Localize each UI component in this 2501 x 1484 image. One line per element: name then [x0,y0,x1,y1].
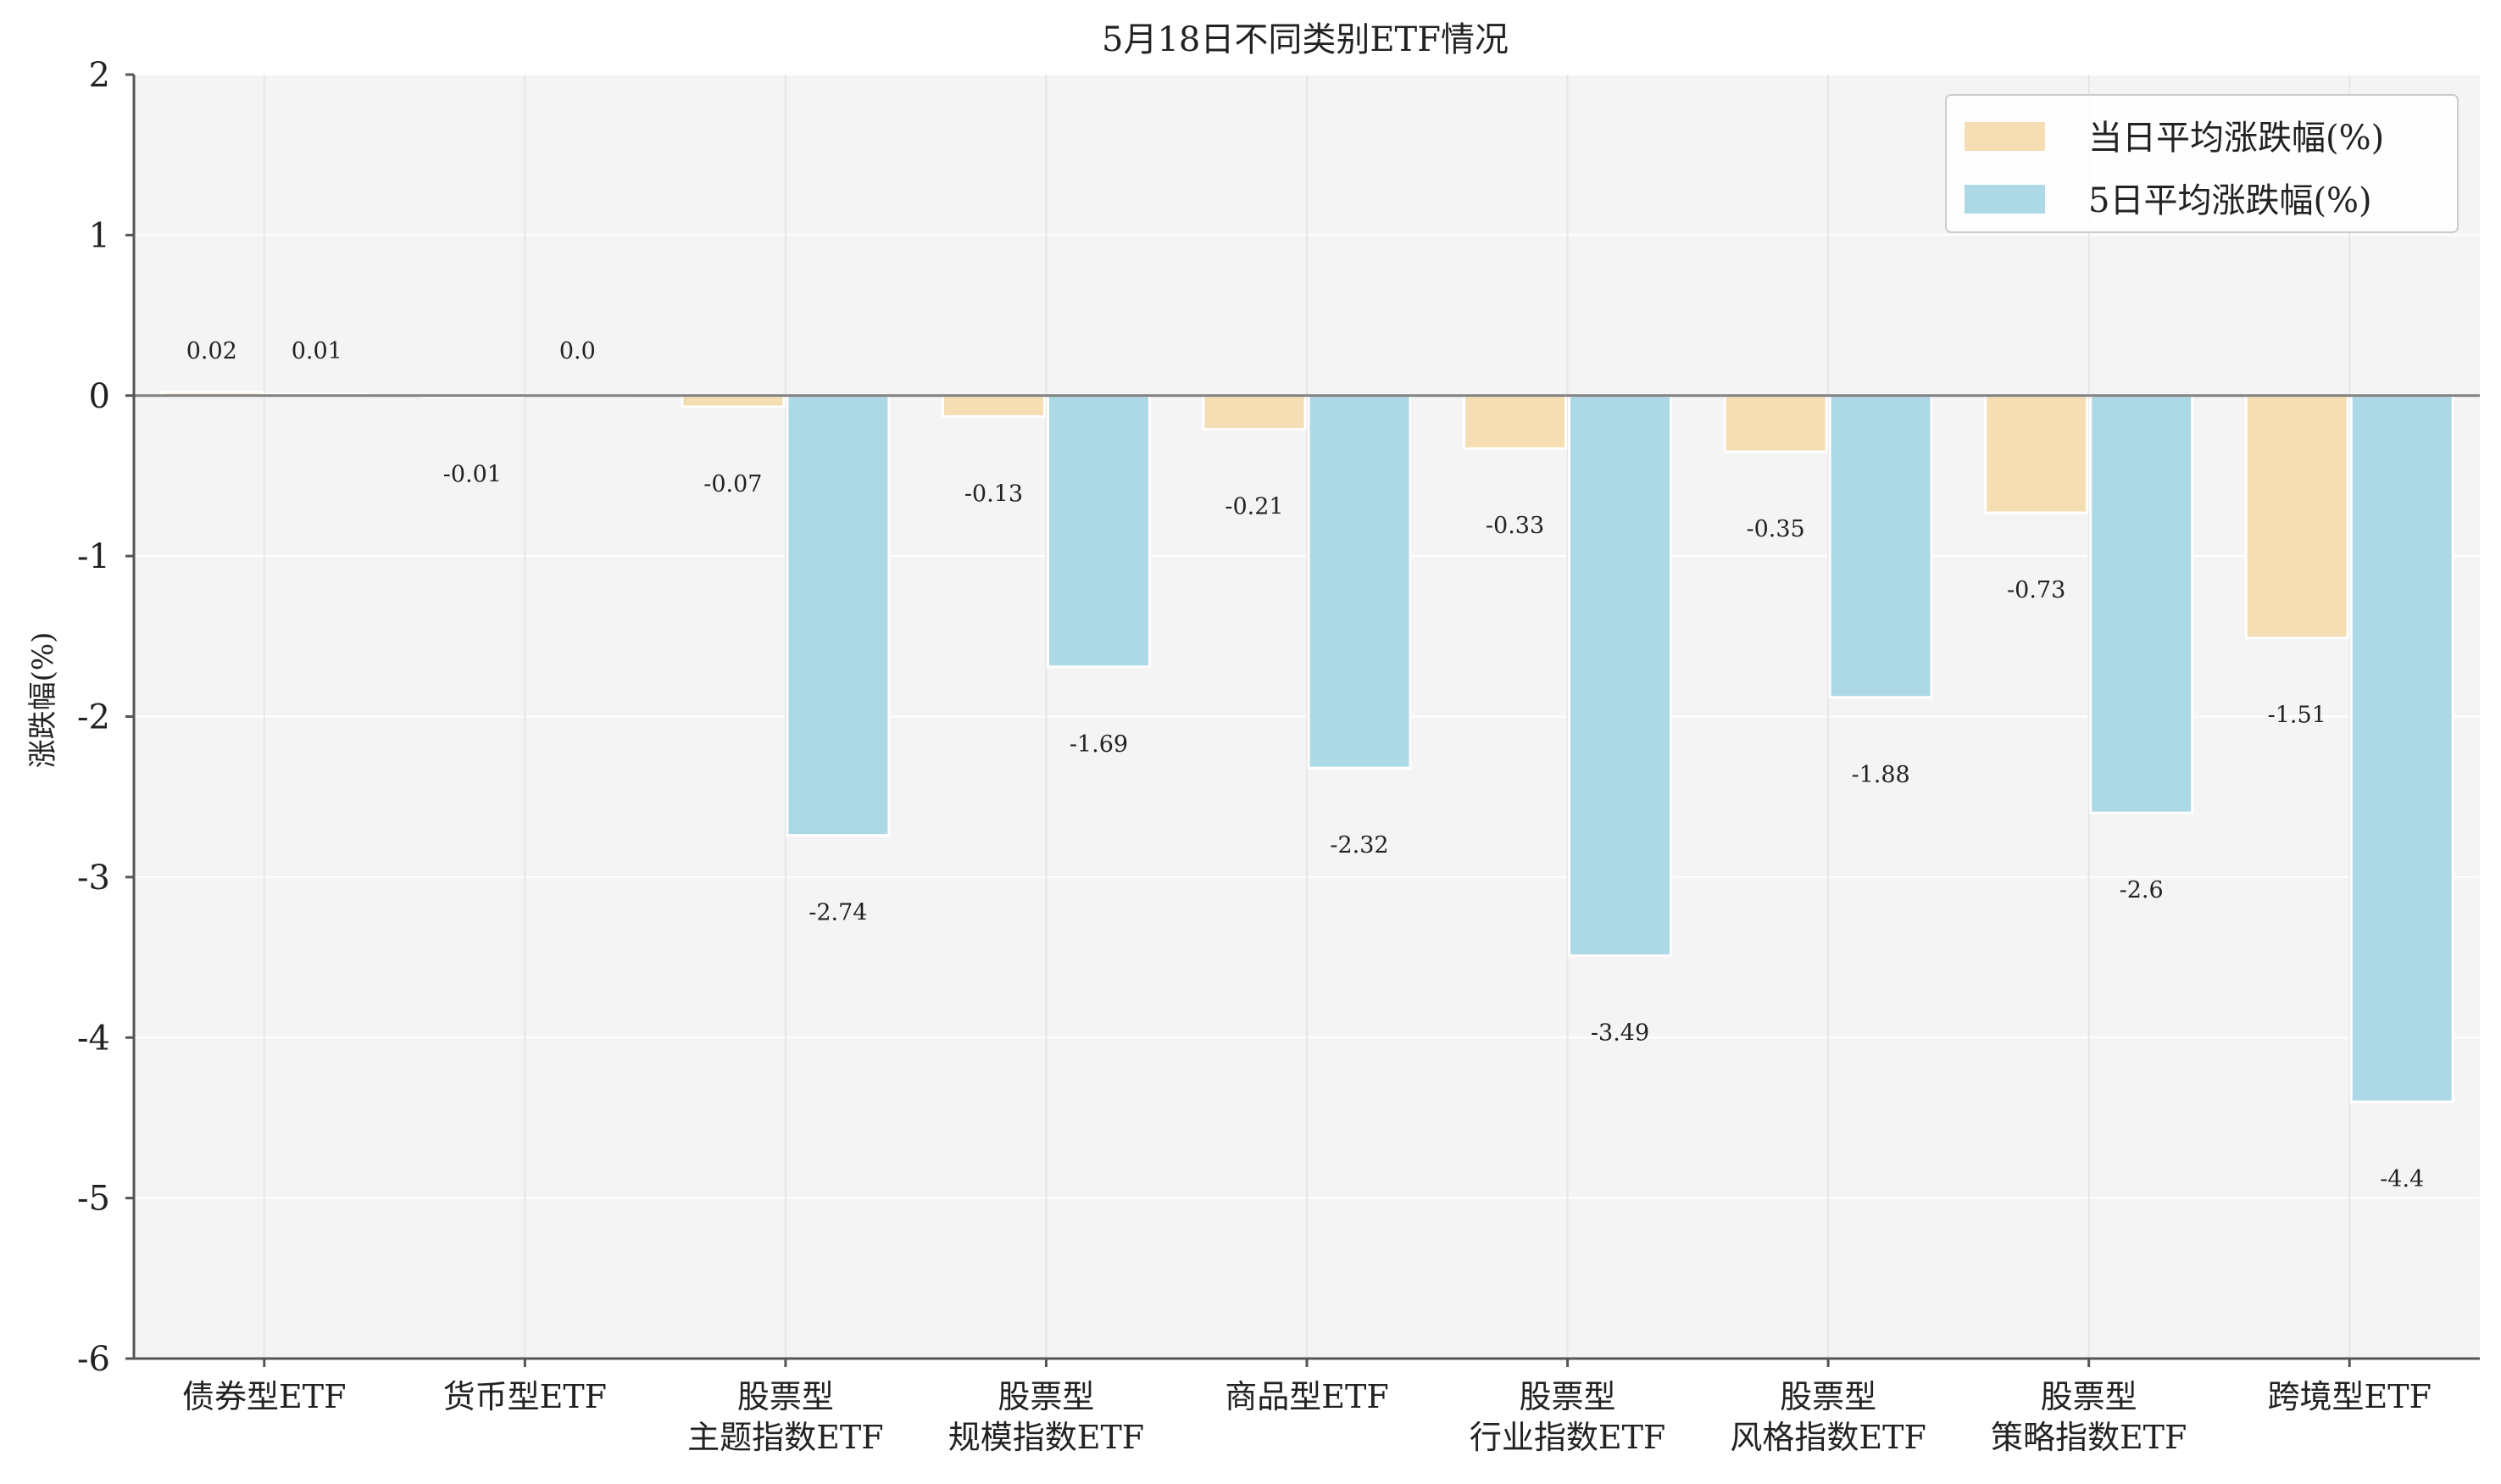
y-tick-label: 0 [89,377,110,416]
bar-series2-8 [2091,396,2193,813]
bar-series1-5 [1203,396,1305,430]
data-label-series2-8: -2.6 [2120,877,2164,903]
data-label-series2-4: -1.69 [1070,731,1128,758]
bar-series1-9 [2246,396,2348,638]
legend-label-1: 当日平均涨跌幅(%) [2088,119,2384,158]
data-label-series1-1: 0.02 [186,338,237,364]
y-tick-label: -5 [77,1180,110,1219]
data-label-series2-3: -2.74 [809,900,867,926]
data-label-series2-2: 0.0 [559,338,596,364]
y-tick-labels: -6 -5 -4 -3 -2 -1 0 1 2 [77,56,134,1379]
data-label-series2-5: -2.32 [1330,832,1388,859]
bar-series2-9 [2351,396,2453,1102]
data-label-series1-5: -0.21 [1225,494,1283,520]
bar-series2-5 [1309,396,1410,768]
x-tick-label: 行业指数ETF [1470,1419,1665,1456]
bar-series1-7 [1725,396,1826,452]
y-tick-label: -1 [77,537,110,576]
y-tick-label: 2 [89,56,110,95]
chart-title: 5月18日不同类别ETF情况 [1102,20,1509,59]
x-tick-label: 股票型 [998,1378,1094,1415]
x-tick-label: 风格指数ETF [1730,1419,1926,1456]
legend-label-2: 5日平均涨跌幅(%) [2088,181,2372,220]
x-tick-label: 股票型 [2041,1378,2137,1415]
legend: 当日平均涨跌幅(%) 5日平均涨跌幅(%) [1946,95,2458,232]
x-tick-label: 股票型 [1780,1378,1876,1415]
bar-series1-4 [942,396,1044,417]
x-tick-label: 股票型 [1520,1378,1616,1415]
x-tick-label: 股票型 [737,1378,834,1415]
data-label-series2-9: -4.4 [2380,1166,2424,1192]
data-label-series2-1: 0.01 [292,338,342,364]
bar-series2-7 [1830,396,1931,698]
bar-series2-4 [1048,396,1149,667]
data-label-series2-7: -1.88 [1851,762,1909,788]
data-label-series1-9: -1.51 [2268,703,2326,729]
bar-series2-6 [1570,396,1671,956]
y-tick-label: -2 [77,698,110,737]
bar-series1-6 [1464,396,1566,448]
bar-series2-3 [787,396,889,836]
bar-series1-8 [1986,396,2087,513]
data-label-series2-6: -3.49 [1591,1020,1649,1047]
data-label-series1-3: -0.07 [703,471,762,497]
x-tick-label: 货币型ETF [443,1378,607,1415]
x-tick-label: 债券型ETF [182,1378,346,1415]
y-tick-label: -6 [77,1340,110,1379]
data-label-series1-2: -0.01 [443,462,502,488]
x-tick-label: 策略指数ETF [1991,1419,2187,1456]
legend-swatch-1 [1965,122,2045,151]
legend-swatch-2 [1965,185,2045,214]
data-label-series1-4: -0.13 [964,481,1023,507]
y-axis-label: 涨跌幅(%) [26,632,60,769]
y-tick-label: 1 [89,216,110,255]
bar-series1-3 [682,396,784,407]
x-tick-label: 主题指数ETF [687,1419,883,1456]
x-tick-label: 商品型ETF [1225,1378,1388,1415]
x-tick-label: 规模指数ETF [948,1419,1144,1456]
data-label-series1-7: -0.35 [1746,516,1804,542]
y-tick-label: -3 [77,859,110,898]
data-label-series1-6: -0.33 [1486,513,1544,539]
y-tick-label: -4 [77,1019,110,1058]
data-label-series1-8: -0.73 [2007,577,2065,603]
x-tick-label: 跨境型ETF [2267,1378,2431,1415]
